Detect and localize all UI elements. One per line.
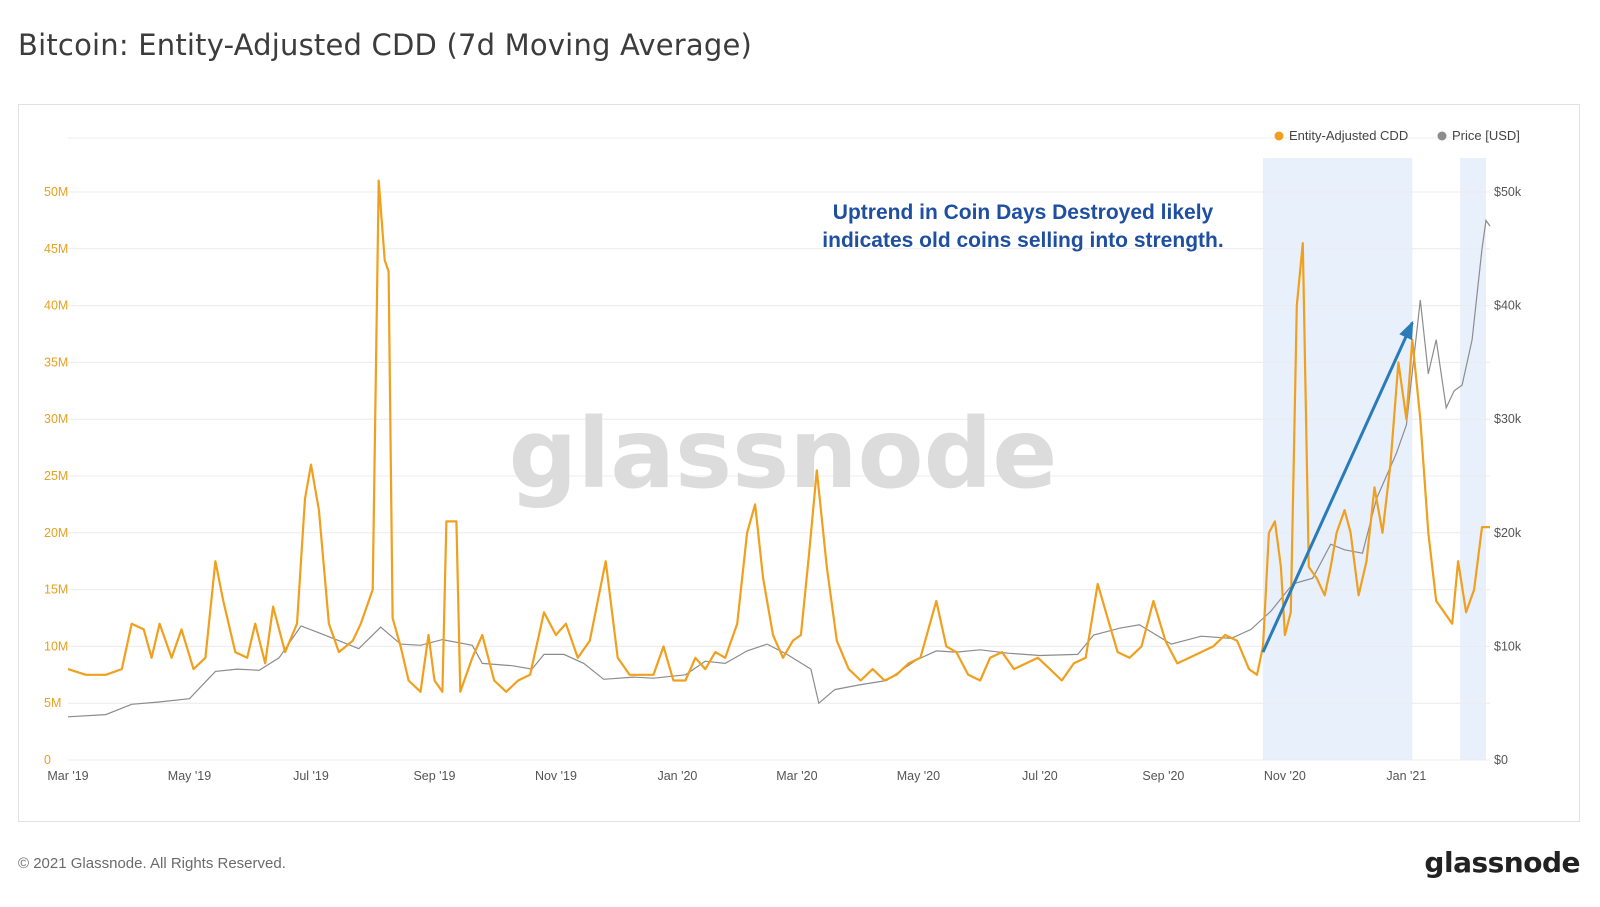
y-left-tick-label: 0 bbox=[44, 753, 51, 767]
series-lines-layer bbox=[67, 179, 1491, 718]
x-tick-label: Jan '20 bbox=[657, 769, 697, 783]
x-tick-label: Nov '19 bbox=[535, 769, 577, 783]
y-left-tick-label: 20M bbox=[44, 526, 68, 540]
y-left-tick-label: 35M bbox=[44, 355, 68, 369]
glassnode-logo[interactable]: glassnode bbox=[1424, 846, 1580, 879]
y-right-tick-label: $40k bbox=[1494, 299, 1522, 313]
x-tick-label: Jul '20 bbox=[1022, 769, 1058, 783]
y-left-tick-label: 50M bbox=[44, 185, 68, 199]
y-left-tick-label: 40M bbox=[44, 299, 68, 313]
x-tick-label: May '20 bbox=[897, 769, 940, 783]
price-usd-line bbox=[67, 218, 1491, 718]
x-tick-label: Jul '19 bbox=[293, 769, 329, 783]
y-left-tick-label: 45M bbox=[44, 242, 68, 256]
y-left-tick-label: 30M bbox=[44, 412, 68, 426]
trend-arrow-head bbox=[1399, 320, 1414, 341]
y-left-tick-label: 15M bbox=[44, 583, 68, 597]
legend-layer: Entity-Adjusted CDD Price [USD] bbox=[1274, 128, 1520, 143]
highlight-band-2 bbox=[1460, 158, 1487, 760]
legend-marker-price bbox=[1437, 131, 1447, 141]
trend-arrow-layer bbox=[1261, 320, 1414, 653]
x-tick-label: Mar '19 bbox=[47, 769, 88, 783]
glassnode-watermark: glassnode bbox=[509, 398, 1058, 510]
x-tick-label: May '19 bbox=[168, 769, 211, 783]
legend-label-price: Price [USD] bbox=[1452, 128, 1520, 143]
x-tick-label: Sep '19 bbox=[413, 769, 455, 783]
x-tick-label: Sep '20 bbox=[1142, 769, 1184, 783]
chart-panel bbox=[18, 104, 1580, 822]
legend-label-cdd: Entity-Adjusted CDD bbox=[1289, 128, 1408, 143]
entity-adjusted-cdd-line bbox=[67, 179, 1490, 693]
chart-background-layer bbox=[1262, 158, 1487, 760]
x-tick-label: Nov '20 bbox=[1264, 769, 1306, 783]
y-left-tick-label: 25M bbox=[44, 469, 68, 483]
x-tick-label: Mar '20 bbox=[776, 769, 817, 783]
annotation-line-1: Uptrend in Coin Days Destroyed likely bbox=[833, 201, 1214, 224]
annotation-layer: Uptrend in Coin Days Destroyed likely ind… bbox=[822, 201, 1223, 252]
legend-marker-cdd bbox=[1274, 131, 1284, 141]
highlight-band-1 bbox=[1262, 158, 1413, 760]
y-right-tick-label: $10k bbox=[1494, 639, 1522, 653]
y-right-tick-label: $30k bbox=[1494, 412, 1522, 426]
page-title: Bitcoin: Entity-Adjusted CDD (7d Moving … bbox=[18, 28, 753, 62]
trend-arrow-shaft bbox=[1261, 322, 1414, 653]
axes-layer: 0 5M 10M 15M 20M 25M 30M 35M 40M 45M 50M $0 $10k $20k… bbox=[44, 185, 1522, 783]
y-right-tick-label: $0 bbox=[1494, 753, 1508, 767]
annotation-line-2: indicates old coins selling into strengt… bbox=[822, 229, 1223, 252]
y-right-tick-label: $50k bbox=[1494, 185, 1522, 199]
copyright-text: © 2021 Glassnode. All Rights Reserved. bbox=[18, 855, 286, 872]
x-tick-label: Jan '21 bbox=[1386, 769, 1426, 783]
y-left-tick-label: 5M bbox=[44, 696, 61, 710]
y-left-tick-label: 10M bbox=[44, 639, 68, 653]
y-right-tick-label: $20k bbox=[1494, 526, 1522, 540]
